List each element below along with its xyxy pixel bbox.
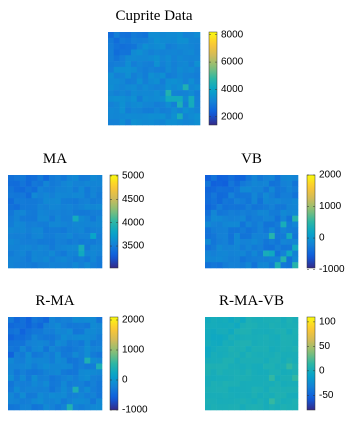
colorbar — [306, 316, 316, 411]
colorbar-tick-label: 2000 — [319, 170, 342, 181]
colorbar — [208, 31, 218, 126]
colorbar-tick-label: 0 — [319, 233, 325, 244]
colorbar-tick-label: 3500 — [122, 241, 145, 252]
colorbar-tick-label: 2000 — [122, 315, 145, 326]
colorbar-tick-label: 6000 — [221, 57, 244, 68]
colorbar-tick-label: -1000 — [122, 405, 148, 416]
colorbar-tick-label: 5000 — [122, 171, 145, 182]
colorbar-tick-label: -50 — [319, 390, 334, 401]
colorbar-tick-label: 4500 — [122, 194, 145, 205]
colorbar-tick-label: -1000 — [319, 264, 345, 275]
colorbar — [109, 174, 119, 269]
colorbar-tick-label: 0 — [122, 375, 128, 386]
panel-title: Cuprite Data — [115, 8, 192, 24]
image — [205, 175, 299, 269]
colorbar — [306, 174, 316, 269]
colorbar — [109, 316, 119, 411]
panel-title: VB — [241, 151, 262, 167]
panel-title: R-MA-VB — [219, 293, 284, 309]
colorbar-tick-label: 2000 — [221, 111, 244, 122]
image — [108, 32, 201, 126]
image — [205, 317, 299, 411]
colorbar-tick-label: 8000 — [221, 29, 244, 40]
image — [8, 317, 103, 411]
colorbar-tick-label: 4000 — [221, 84, 244, 95]
panel-title: MA — [43, 151, 67, 167]
panel-title: R-MA — [35, 293, 74, 309]
colorbar-tick-label: 0 — [319, 365, 325, 376]
colorbar-tick-label: 1000 — [122, 345, 145, 356]
colorbar-tick-label: 50 — [319, 341, 331, 352]
image — [8, 175, 103, 269]
colorbar-tick-label: 4000 — [122, 217, 145, 228]
colorbar-tick-label: 1000 — [319, 201, 342, 212]
colorbar-tick-label: 100 — [319, 317, 336, 328]
